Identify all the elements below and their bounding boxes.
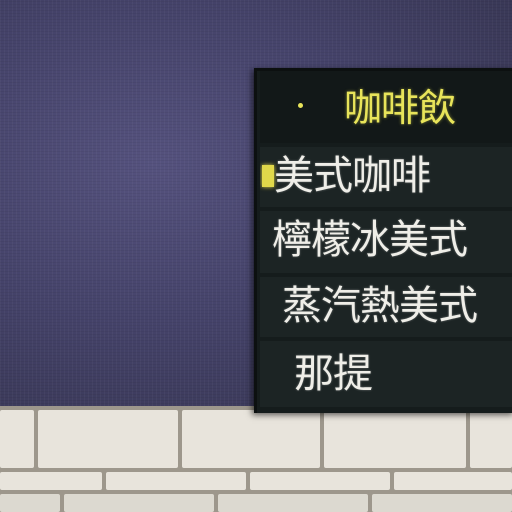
- bullet-icon: [262, 165, 274, 187]
- tile: [64, 494, 214, 512]
- tile: [0, 410, 34, 468]
- menu-header: 咖啡飲: [260, 71, 512, 143]
- menu-item: 那提: [260, 341, 512, 407]
- tile: [182, 410, 320, 468]
- menu-item-label: 蒸汽熱美式: [282, 283, 478, 329]
- tile: [0, 494, 60, 512]
- menu-item-label: 美式咖啡: [274, 153, 431, 199]
- dot-icon: [298, 103, 303, 108]
- tile: [470, 410, 512, 468]
- tile: [38, 410, 178, 468]
- tile: [106, 472, 246, 490]
- tile: [372, 494, 512, 512]
- menu-header-text: 咖啡飲: [344, 86, 456, 130]
- tile: [394, 472, 512, 490]
- tile: [250, 472, 390, 490]
- tile: [0, 472, 102, 490]
- menu-item: 檸檬冰美式: [260, 211, 512, 273]
- menu-item: 美式咖啡: [260, 147, 512, 207]
- menu-board: 咖啡飲 美式咖啡 檸檬冰美式 蒸汽熱美式 那提: [254, 68, 512, 413]
- tile: [324, 410, 466, 468]
- menu-item-label: 那提: [294, 351, 373, 397]
- tile: [218, 494, 368, 512]
- menu-item: 蒸汽熱美式: [260, 277, 512, 337]
- tiled-counter: [0, 406, 512, 512]
- menu-item-label: 檸檬冰美式: [272, 217, 468, 263]
